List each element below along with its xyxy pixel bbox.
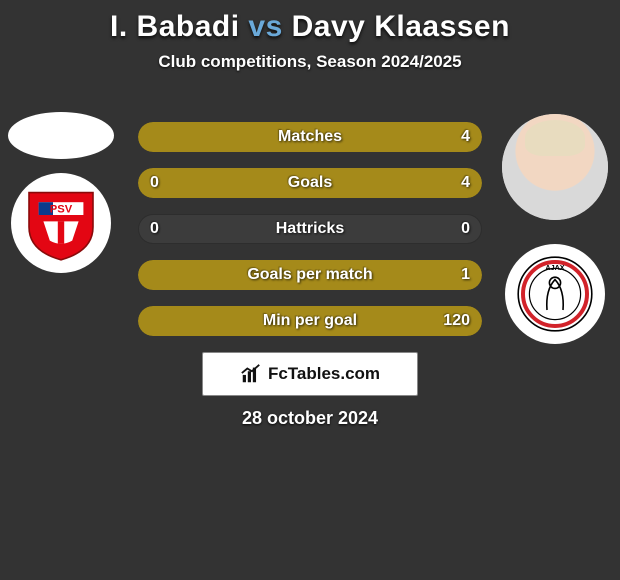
stat-label: Goals	[138, 168, 482, 198]
stat-label: Hattricks	[138, 214, 482, 244]
stat-value-left: 0	[150, 214, 159, 244]
stat-value-right: 0	[461, 214, 470, 244]
stat-label: Min per goal	[138, 306, 482, 336]
player-left-avatar	[8, 112, 114, 159]
svg-text:PSV: PSV	[50, 204, 73, 216]
player-left-column: PSV	[6, 112, 116, 273]
stat-row: Matches4	[138, 122, 482, 152]
stat-row: Hattricks0 0	[138, 214, 482, 244]
title-player2: Davy Klaassen	[292, 10, 510, 43]
comparison-card: I. Babadi vs Davy Klaassen Club competit…	[0, 0, 620, 580]
player-right-column: AJAX	[500, 114, 610, 344]
subtitle: Club competitions, Season 2024/2025	[0, 52, 620, 72]
ajax-crest-icon: AJAX	[515, 254, 595, 334]
stat-value-right: 4	[461, 122, 470, 152]
stat-value-right: 1	[461, 260, 470, 290]
svg-text:AJAX: AJAX	[545, 263, 564, 272]
date-label: 28 october 2024	[0, 408, 620, 429]
stat-label: Goals per match	[138, 260, 482, 290]
stat-row: Goals0 4	[138, 168, 482, 198]
psv-crest-icon: PSV	[21, 183, 101, 263]
chart-icon	[240, 363, 262, 385]
player-right-crest: AJAX	[505, 244, 605, 344]
stat-label: Matches	[138, 122, 482, 152]
source-text: FcTables.com	[268, 364, 380, 384]
player-right-face-icon	[502, 114, 608, 220]
stat-row: Min per goal120	[138, 306, 482, 336]
stat-value-left: 0	[150, 168, 159, 198]
player-left-crest: PSV	[11, 173, 111, 273]
page-title: I. Babadi vs Davy Klaassen	[0, 6, 620, 46]
title-player1: I. Babadi	[110, 10, 240, 43]
stat-value-right: 120	[443, 306, 470, 336]
stat-bars: Matches4Goals04Hattricks00Goals per matc…	[138, 122, 482, 352]
source-badge: FcTables.com	[202, 352, 418, 396]
stat-row: Goals per match1	[138, 260, 482, 290]
title-vs: vs	[248, 10, 282, 43]
stat-value-right: 4	[461, 168, 470, 198]
player-right-avatar	[502, 114, 608, 220]
